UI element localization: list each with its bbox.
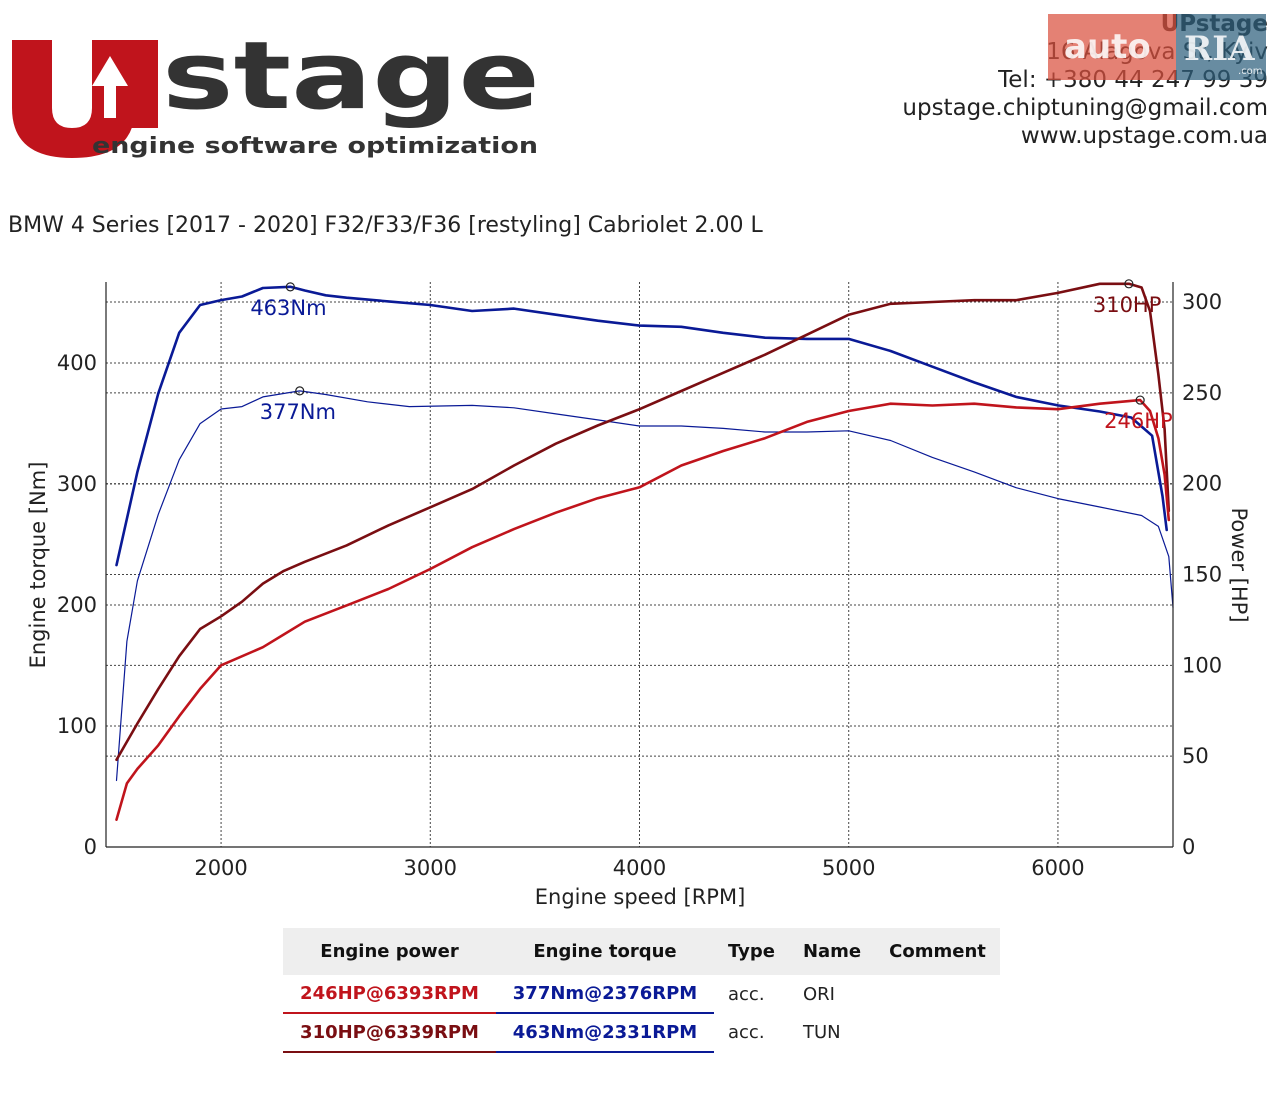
results-header-row: Engine power Engine torque Type Name Com… xyxy=(283,928,1000,975)
y-tick-label-right: 100 xyxy=(1182,653,1222,677)
logo-u-mark xyxy=(12,40,158,158)
logo-tagline: engine software optimization xyxy=(92,134,538,159)
x-tick-label: 6000 xyxy=(1031,856,1084,880)
row-comment xyxy=(875,1013,1000,1052)
series-line-ori-power xyxy=(115,398,1171,821)
x-axis-label: Engine speed [RPM] xyxy=(535,885,746,909)
logo-word: stage xyxy=(162,22,540,131)
peak-label: 377Nm xyxy=(260,400,336,424)
x-tick-label: 4000 xyxy=(613,856,666,880)
y-tick-label-right: 200 xyxy=(1182,472,1222,496)
y-tick-label-left: 100 xyxy=(57,714,97,738)
row-power: 310HP@6339RPM xyxy=(283,1013,496,1053)
company-email: upstage.chiptuning@gmail.com xyxy=(902,95,1268,121)
row-name: TUN xyxy=(802,1022,841,1043)
y-tick-label-left: 200 xyxy=(57,593,97,617)
y-tick-label-right: 150 xyxy=(1182,562,1222,586)
series-line-ori-torque xyxy=(115,390,1174,782)
row-type: acc. xyxy=(728,1022,765,1043)
table-row: 246HP@6393RPM 377Nm@2376RPM acc. ORI xyxy=(283,975,1000,1014)
x-tick-label: 2000 xyxy=(194,856,247,880)
header-engine-torque: Engine torque xyxy=(496,928,714,975)
row-torque: 377Nm@2376RPM xyxy=(496,975,714,1014)
peak-label: 310HP xyxy=(1093,293,1162,317)
header-engine-power: Engine power xyxy=(283,928,496,975)
company-website: www.upstage.com.ua xyxy=(1020,123,1268,149)
x-tick-label: 5000 xyxy=(822,856,875,880)
x-tick-label: 3000 xyxy=(404,856,457,880)
watermark-com: .com xyxy=(1238,66,1263,77)
chart-ticks: 2000 3000 4000 5000 600001002003004000501001… xyxy=(57,290,1222,880)
series-line-tun-torque xyxy=(115,285,1168,567)
y-tick-label-right: 50 xyxy=(1182,744,1209,768)
y-tick-label-right: 250 xyxy=(1182,381,1222,405)
watermark-auto: auto xyxy=(1064,27,1151,67)
peak-marker xyxy=(1135,395,1145,405)
y-tick-label-right: 300 xyxy=(1182,290,1222,314)
header-name: Name xyxy=(788,928,876,975)
header-type: Type xyxy=(714,928,789,975)
y-axis-label-right: Power [HP] xyxy=(1227,507,1251,622)
peak-label: 463Nm xyxy=(250,296,326,320)
peak-marker xyxy=(285,282,295,292)
y-tick-label-left: 0 xyxy=(84,835,97,859)
y-tick-label-right: 0 xyxy=(1182,835,1195,859)
row-torque: 463Nm@2331RPM xyxy=(496,1013,714,1053)
row-name: ORI xyxy=(802,983,835,1005)
chart-grid xyxy=(106,282,1173,847)
upstage-logo: stage engine software optimization xyxy=(12,22,540,159)
results-table: Engine power Engine torque Type Name Com… xyxy=(283,928,1000,1053)
header-comment: Comment xyxy=(875,928,1000,975)
row-comment xyxy=(875,975,1000,1013)
row-power: 246HP@6393RPM xyxy=(283,975,496,1014)
y-tick-label-left: 400 xyxy=(57,351,97,375)
series-line-tun-power xyxy=(115,282,1171,762)
autoria-watermark: auto RIA .com xyxy=(1048,14,1266,80)
vehicle-title: BMW 4 Series [2017 - 2020] F32/F33/F36 [… xyxy=(8,213,763,238)
peak-label: 246HP xyxy=(1104,409,1173,433)
row-type: acc. xyxy=(728,983,765,1005)
peak-marker xyxy=(1124,279,1134,289)
chart-series xyxy=(115,282,1174,821)
y-tick-label-left: 300 xyxy=(57,472,97,496)
y-axis-label-left: Engine torque [Nm] xyxy=(26,462,50,669)
watermark-ria: RIA xyxy=(1184,29,1255,69)
table-row: 310HP@6339RPM 463Nm@2331RPM acc. TUN xyxy=(283,1013,1000,1053)
peak-marker xyxy=(295,386,305,396)
chart-annotations: 463Nm 377Nm 310HP 246HP xyxy=(250,279,1173,433)
